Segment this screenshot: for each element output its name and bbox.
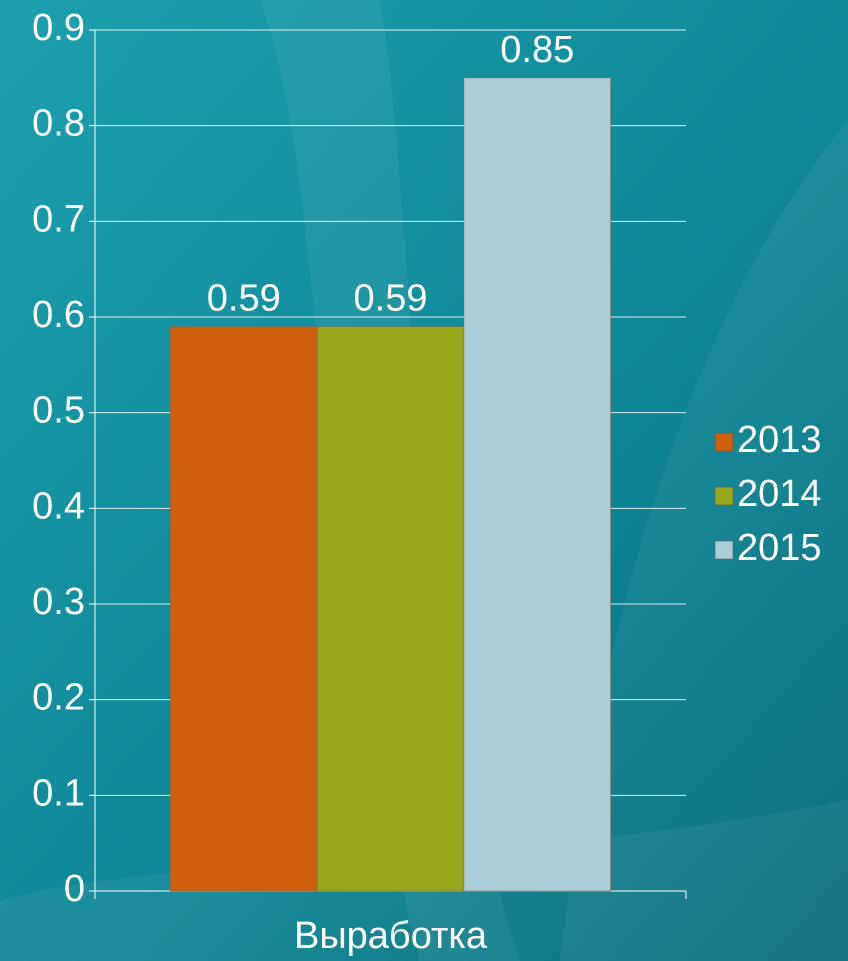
y-tick-label: 0.9 bbox=[32, 7, 85, 49]
legend-swatch bbox=[714, 432, 734, 452]
legend-swatch bbox=[714, 540, 734, 560]
bar bbox=[170, 326, 318, 892]
y-tick-label: 0.3 bbox=[32, 581, 85, 623]
value-label: 0.85 bbox=[500, 29, 574, 71]
legend-label: 2015 bbox=[737, 527, 822, 569]
value-label: 0.59 bbox=[207, 278, 281, 320]
y-tick-label: 0.5 bbox=[32, 390, 85, 432]
legend-label: 2013 bbox=[737, 419, 822, 461]
y-tick-label: 0.8 bbox=[32, 103, 85, 145]
legend-label: 2014 bbox=[737, 473, 822, 515]
decor-swoosh bbox=[560, 120, 848, 961]
y-tick-label: 0.4 bbox=[32, 485, 85, 527]
legend-swatch bbox=[714, 486, 734, 506]
y-tick-label: 0.1 bbox=[32, 772, 85, 814]
value-label: 0.59 bbox=[354, 278, 428, 320]
y-tick-label: 0.2 bbox=[32, 677, 85, 719]
x-tick-label: Выработка bbox=[294, 915, 488, 957]
bar bbox=[316, 326, 465, 892]
y-tick-label: 0.6 bbox=[32, 294, 85, 336]
y-tick-label: 0.7 bbox=[32, 198, 85, 240]
y-tick-label: 0 bbox=[64, 868, 85, 910]
bar bbox=[463, 77, 611, 892]
